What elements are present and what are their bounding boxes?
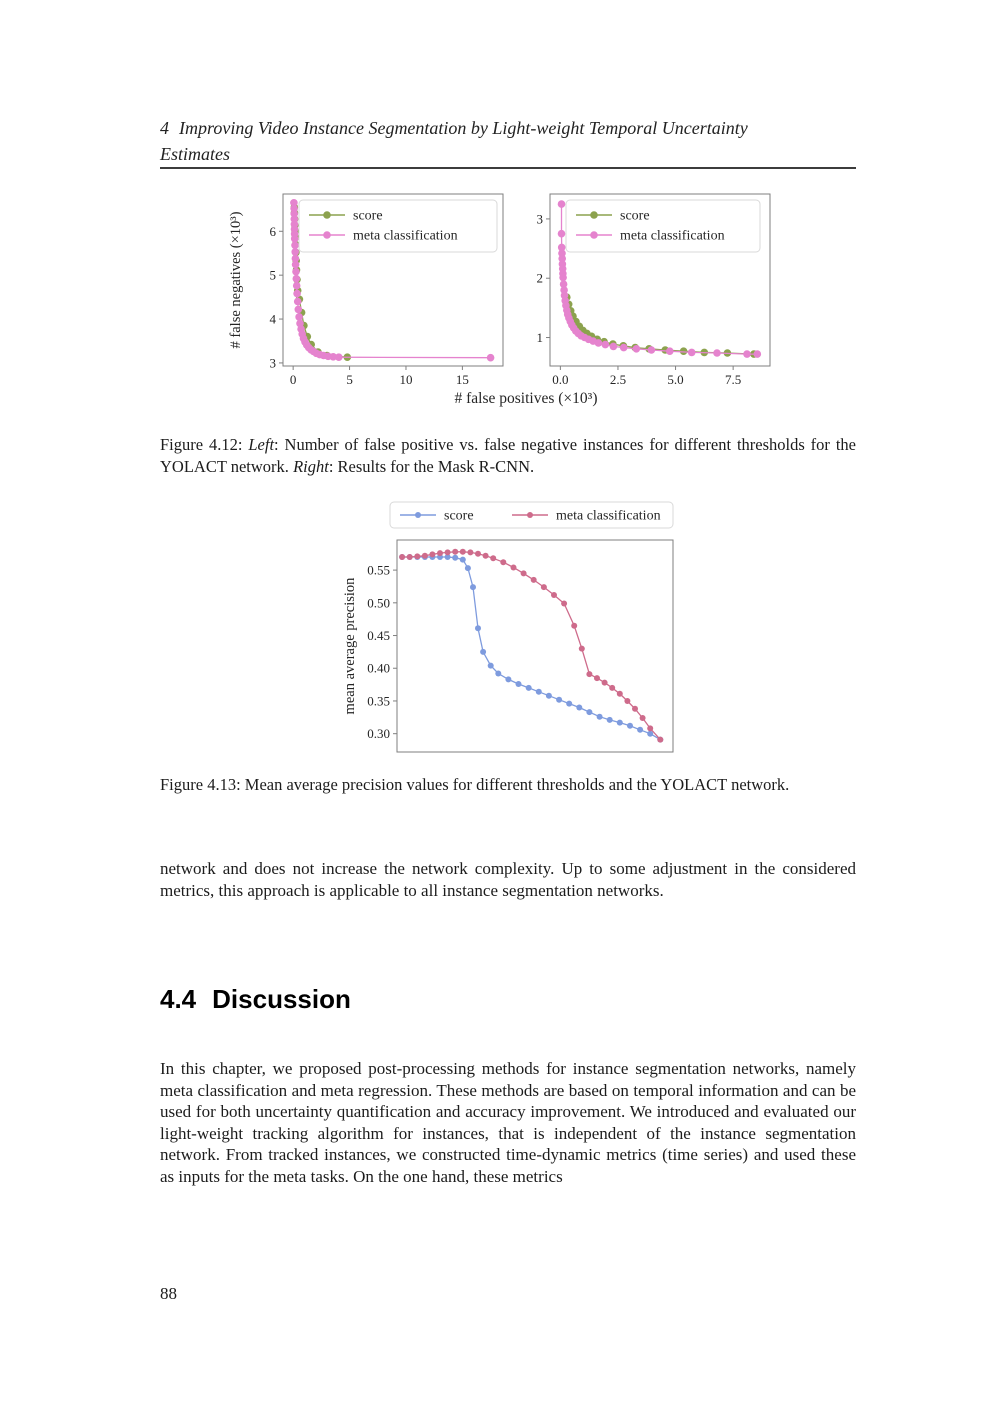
caption-figure-4-12: Figure 4.12: Left: Number of false posit…: [160, 435, 856, 476]
chapter-header: 4 Improving Video Instance Segmentation b…: [160, 116, 790, 167]
svg-text:0.55: 0.55: [367, 563, 390, 578]
svg-text:mean average precision: mean average precision: [342, 577, 358, 715]
svg-text:0.50: 0.50: [367, 595, 390, 610]
paragraph-networks: network and does not increase the networ…: [160, 859, 856, 900]
chapter-number: 4: [160, 118, 169, 138]
svg-text:0.35: 0.35: [367, 693, 390, 708]
svg-text:3: 3: [270, 355, 277, 370]
svg-text:score: score: [620, 209, 650, 224]
figure-4-12: 0 5 10 15 3 4 5 6 # false negatives (×10³) score m…: [225, 186, 785, 421]
figure-4-13: 0.30 0.35 0.40 0.45 0.50 0.55 mean average pre…: [340, 500, 685, 762]
svg-text:0.45: 0.45: [367, 628, 390, 643]
svg-text:meta classification: meta classification: [353, 229, 458, 244]
section-number: 4.4: [160, 984, 197, 1014]
page-number: 88: [160, 1284, 177, 1303]
svg-text:0.0: 0.0: [552, 372, 568, 387]
caption-figure-4-13: Figure 4.13: Mean average precision valu…: [160, 775, 790, 794]
svg-text:15: 15: [456, 372, 469, 387]
legend-box: [298, 199, 498, 253]
svg-text:7.5: 7.5: [725, 372, 741, 387]
svg-text:1: 1: [537, 330, 544, 345]
svg-text:3: 3: [537, 211, 544, 226]
svg-text:0.30: 0.30: [367, 726, 390, 741]
svg-text:2.5: 2.5: [610, 372, 626, 387]
svg-text:5: 5: [346, 372, 353, 387]
svg-text:4: 4: [270, 312, 277, 327]
svg-text:meta classification: meta classification: [556, 509, 661, 524]
chapter-title: Improving Video Instance Segmentation by…: [160, 118, 748, 164]
chart-fp-fn-mask-rcnn: 0.0 2.5 5.0 7.5 1 2 3 score meta classification: [537, 193, 771, 387]
section-title: Discussion: [212, 984, 351, 1014]
svg-text:6: 6: [270, 224, 277, 239]
svg-text:score: score: [353, 209, 383, 224]
section-heading-discussion: 4.4 Discussion: [160, 984, 351, 1015]
shared-x-axis-label: # false positives (×10³): [454, 390, 598, 407]
svg-text:0.40: 0.40: [367, 661, 390, 676]
svg-text:0: 0: [290, 372, 297, 387]
svg-text:5.0: 5.0: [667, 372, 683, 387]
series-line-score: [402, 556, 661, 741]
svg-text:5: 5: [270, 268, 277, 283]
svg-text:10: 10: [399, 372, 412, 387]
series-line-score: [566, 297, 754, 355]
svg-text:meta classification: meta classification: [620, 229, 725, 244]
svg-text:score: score: [444, 509, 474, 524]
paragraph-discussion: In this chapter, we proposed post-proces…: [160, 1059, 856, 1186]
header-rule: [160, 167, 856, 169]
chart-mean-average-precision: 0.30 0.35 0.40 0.45 0.50 0.55 mean average pre…: [342, 501, 674, 753]
legend-box: [565, 199, 761, 253]
svg-text:# false negatives (×10³): # false negatives (×10³): [228, 211, 244, 348]
svg-text:2: 2: [537, 271, 544, 286]
chart-fp-fn-yolact: 0 5 10 15 3 4 5 6 # false negatives (×10³) score m…: [228, 193, 504, 387]
